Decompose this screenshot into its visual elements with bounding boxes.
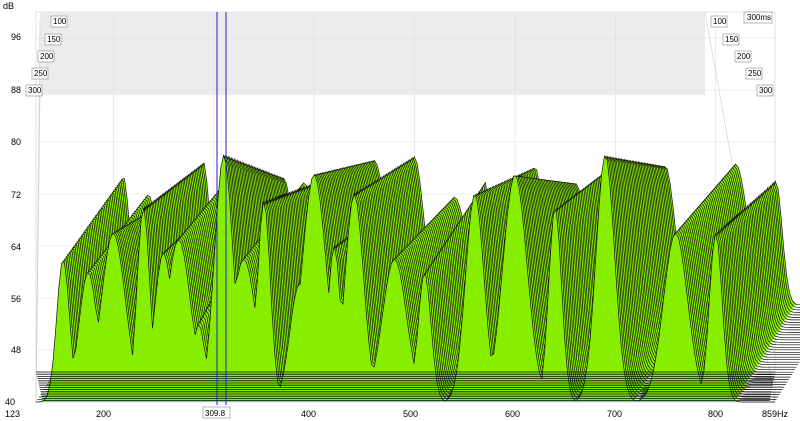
y-tick: 56 (11, 294, 21, 304)
x-tick-labels: 123 200 300 400 500 600 700 800 859Hz (5, 409, 789, 419)
time-labels-left: 100 150 200 250 300 (25, 15, 68, 97)
x-tick: 859Hz (762, 409, 789, 419)
y-tick: 96 (11, 32, 21, 42)
y-tick: 64 (11, 242, 21, 252)
x-tick: 500 (403, 409, 418, 419)
time-labels-right: 300ms 100 150 200 250 300 (710, 11, 774, 97)
depth-guide (35, 94, 41, 403)
x-tick: 700 (607, 409, 622, 419)
y-tick: 72 (11, 190, 21, 200)
time-tick-left: 150 (47, 35, 61, 44)
time-tick-right: 300 (759, 86, 773, 95)
x-tick: 200 (96, 409, 111, 419)
back-wall (40, 12, 705, 95)
time-tick-left: 250 (34, 69, 48, 78)
time-tick-right: 100 (713, 17, 727, 26)
y-tick: 40 (5, 397, 15, 407)
y-tick-labels: 40 48 56 64 72 80 88 96 (5, 32, 21, 407)
x-tick: 123 (5, 409, 20, 419)
time-tick-right: 150 (725, 35, 739, 44)
y-tick: 80 (11, 137, 21, 147)
x-tick: 400 (301, 409, 316, 419)
y-tick: 88 (11, 85, 21, 95)
y-axis-label: dB (3, 1, 14, 11)
time-top-right: 300ms (747, 13, 771, 22)
time-tick-right: 250 (748, 69, 762, 78)
cursor-label: 309.8 (205, 409, 226, 418)
waterfall-slice-outline (35, 154, 775, 403)
time-tick-left: 300 (28, 86, 42, 95)
y-tick: 48 (11, 345, 21, 355)
time-tick-right: 200 (737, 52, 751, 61)
x-tick: 600 (505, 409, 520, 419)
cursor-readout: 309.8 (202, 406, 231, 419)
waterfall-slices (35, 154, 800, 403)
time-tick-left: 200 (40, 52, 54, 61)
axes: dB 40 48 56 64 72 80 88 96 123 200 300 4… (3, 1, 789, 419)
x-tick: 800 (708, 409, 723, 419)
cursor (216, 12, 227, 405)
time-tick-left: 100 (53, 17, 67, 26)
